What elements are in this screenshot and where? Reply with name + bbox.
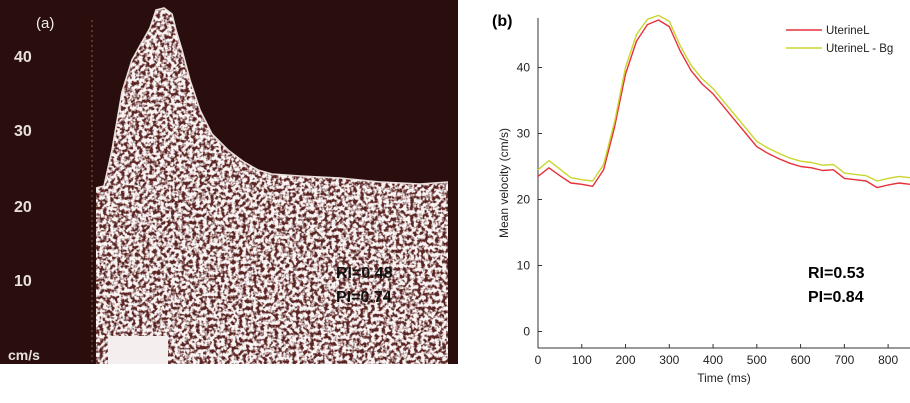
x-axis-label: Time (ms) (697, 371, 751, 385)
us-tick-20: 20 (14, 199, 32, 216)
legend: UterineL UterineL - Bg (786, 25, 893, 55)
plot-series (537, 14, 910, 189)
doppler-spectrogram-panel: 40 30 20 10 cm/s (a) RI=0.48 PI=0.74 (0, 0, 458, 364)
y-tick-label-0: 0 (523, 325, 530, 339)
x-tick-label-200: 200 (616, 353, 636, 367)
legend-label: UterineL (826, 25, 870, 37)
panel-a-ri: RI=0.48 (336, 265, 393, 282)
plot-ticks: 0 100 200 300 400 500 600 700 800 0 10 20 30 40 (517, 61, 899, 368)
mean-velocity-chart: (b) 0 100 200 300 400 500 600 700 800 0 10 20 30 40 T… (492, 13, 910, 385)
legend-label: UterineL - Bg (826, 43, 893, 55)
panel-a-pi: PI=0.74 (336, 289, 392, 306)
velocity-scale: 40 30 20 10 cm/s (8, 49, 40, 363)
us-tick-40: 40 (14, 49, 32, 66)
x-tick-label-700: 700 (834, 353, 854, 367)
y-axis-label: Mean velocity (cm/s) (497, 128, 511, 238)
x-tick-label-300: 300 (659, 353, 679, 367)
x-tick-label-800: 800 (878, 353, 898, 367)
y-tick-label-40: 40 (517, 61, 531, 75)
x-tick-label-500: 500 (747, 353, 767, 367)
panel-b-ri: RI=0.53 (808, 265, 865, 282)
us-tick-30: 30 (14, 123, 32, 140)
us-tick-10: 10 (14, 273, 32, 290)
panel-a-label: (a) (36, 15, 54, 32)
x-tick-label-600: 600 (791, 353, 811, 367)
x-tick-label-400: 400 (703, 353, 723, 367)
x-tick-label-0: 0 (535, 353, 542, 367)
panel-b-label: (b) (492, 13, 512, 30)
series-line-uterinel (537, 19, 910, 189)
y-tick-label-20: 20 (517, 193, 531, 207)
y-tick-label-10: 10 (517, 259, 531, 273)
series-line-uterinel-bg (537, 14, 910, 182)
y-tick-label-30: 30 (517, 127, 531, 141)
plot-axes (537, 18, 910, 349)
spectral-envelope-trace (95, 7, 449, 189)
panel-b-pi: PI=0.84 (808, 289, 864, 306)
us-unit-label: cm/s (8, 347, 40, 363)
baseline-bright-patch (108, 336, 168, 364)
x-tick-label-100: 100 (572, 353, 592, 367)
